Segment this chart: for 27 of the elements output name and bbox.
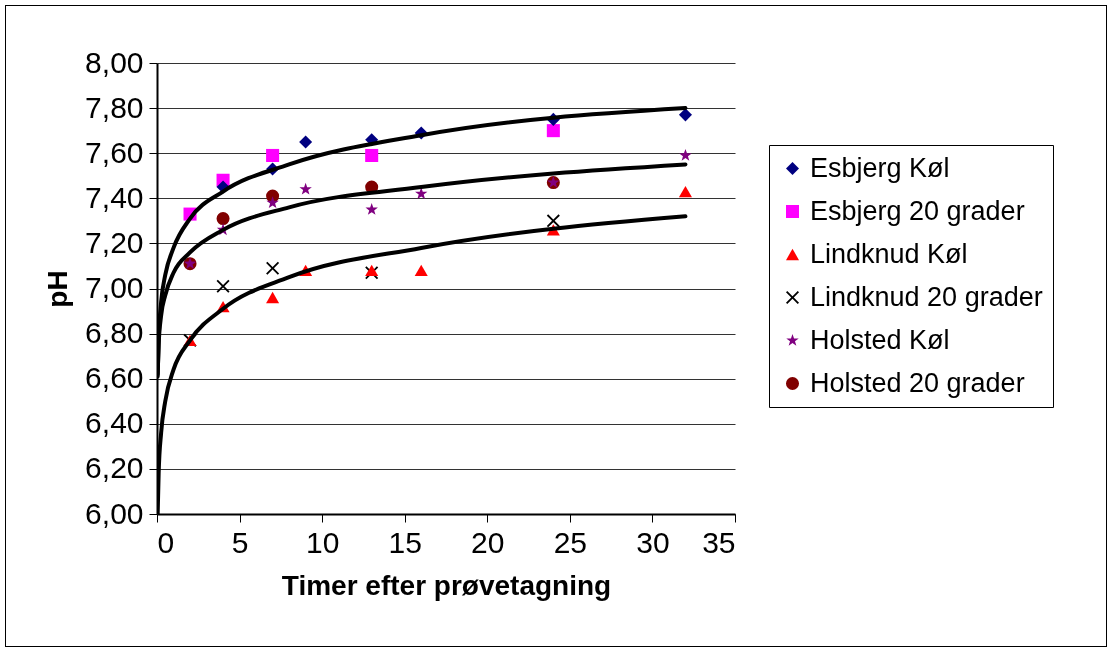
x-tick-label: 30 <box>636 525 670 559</box>
legend-label: Lindknud 20 grader <box>810 281 1043 312</box>
legend-label: Holsted Køl <box>810 324 950 355</box>
y-axis-title: pH <box>42 270 74 308</box>
x-tick-label: 5 <box>231 525 249 559</box>
x-tick-label: 0 <box>157 525 175 559</box>
x-tick-label: 35 <box>702 525 736 559</box>
y-tick-label: 7,20 <box>85 225 144 259</box>
y-tick-label: 7,00 <box>85 271 144 304</box>
legend-label: Lindknud Køl <box>810 238 968 269</box>
legend-label: Holsted 20 grader <box>810 367 1025 398</box>
x-tick-label: 25 <box>553 525 588 559</box>
y-tick-label: 6,80 <box>85 316 144 350</box>
y-tick-label: 7,40 <box>85 180 144 214</box>
y-tick-label: 6,60 <box>85 361 144 395</box>
legend-label: Esbjerg Køl <box>810 152 950 183</box>
legend-label: Esbjerg 20 grader <box>810 195 1025 226</box>
y-tick-label: 7,60 <box>85 135 144 169</box>
y-tick-label: 7,80 <box>85 90 144 124</box>
y-tick-label: 6,00 <box>85 496 144 530</box>
y-tick-label: 6,20 <box>85 451 144 485</box>
x-tick-label: 20 <box>471 525 505 559</box>
x-tick-label: 15 <box>388 525 422 559</box>
y-tick-label: 8,00 <box>85 45 144 79</box>
x-axis-title: Timer efter prøvetagning <box>281 569 612 601</box>
x-tick-label: 10 <box>305 525 340 559</box>
y-tick-label: 6,40 <box>85 406 144 440</box>
